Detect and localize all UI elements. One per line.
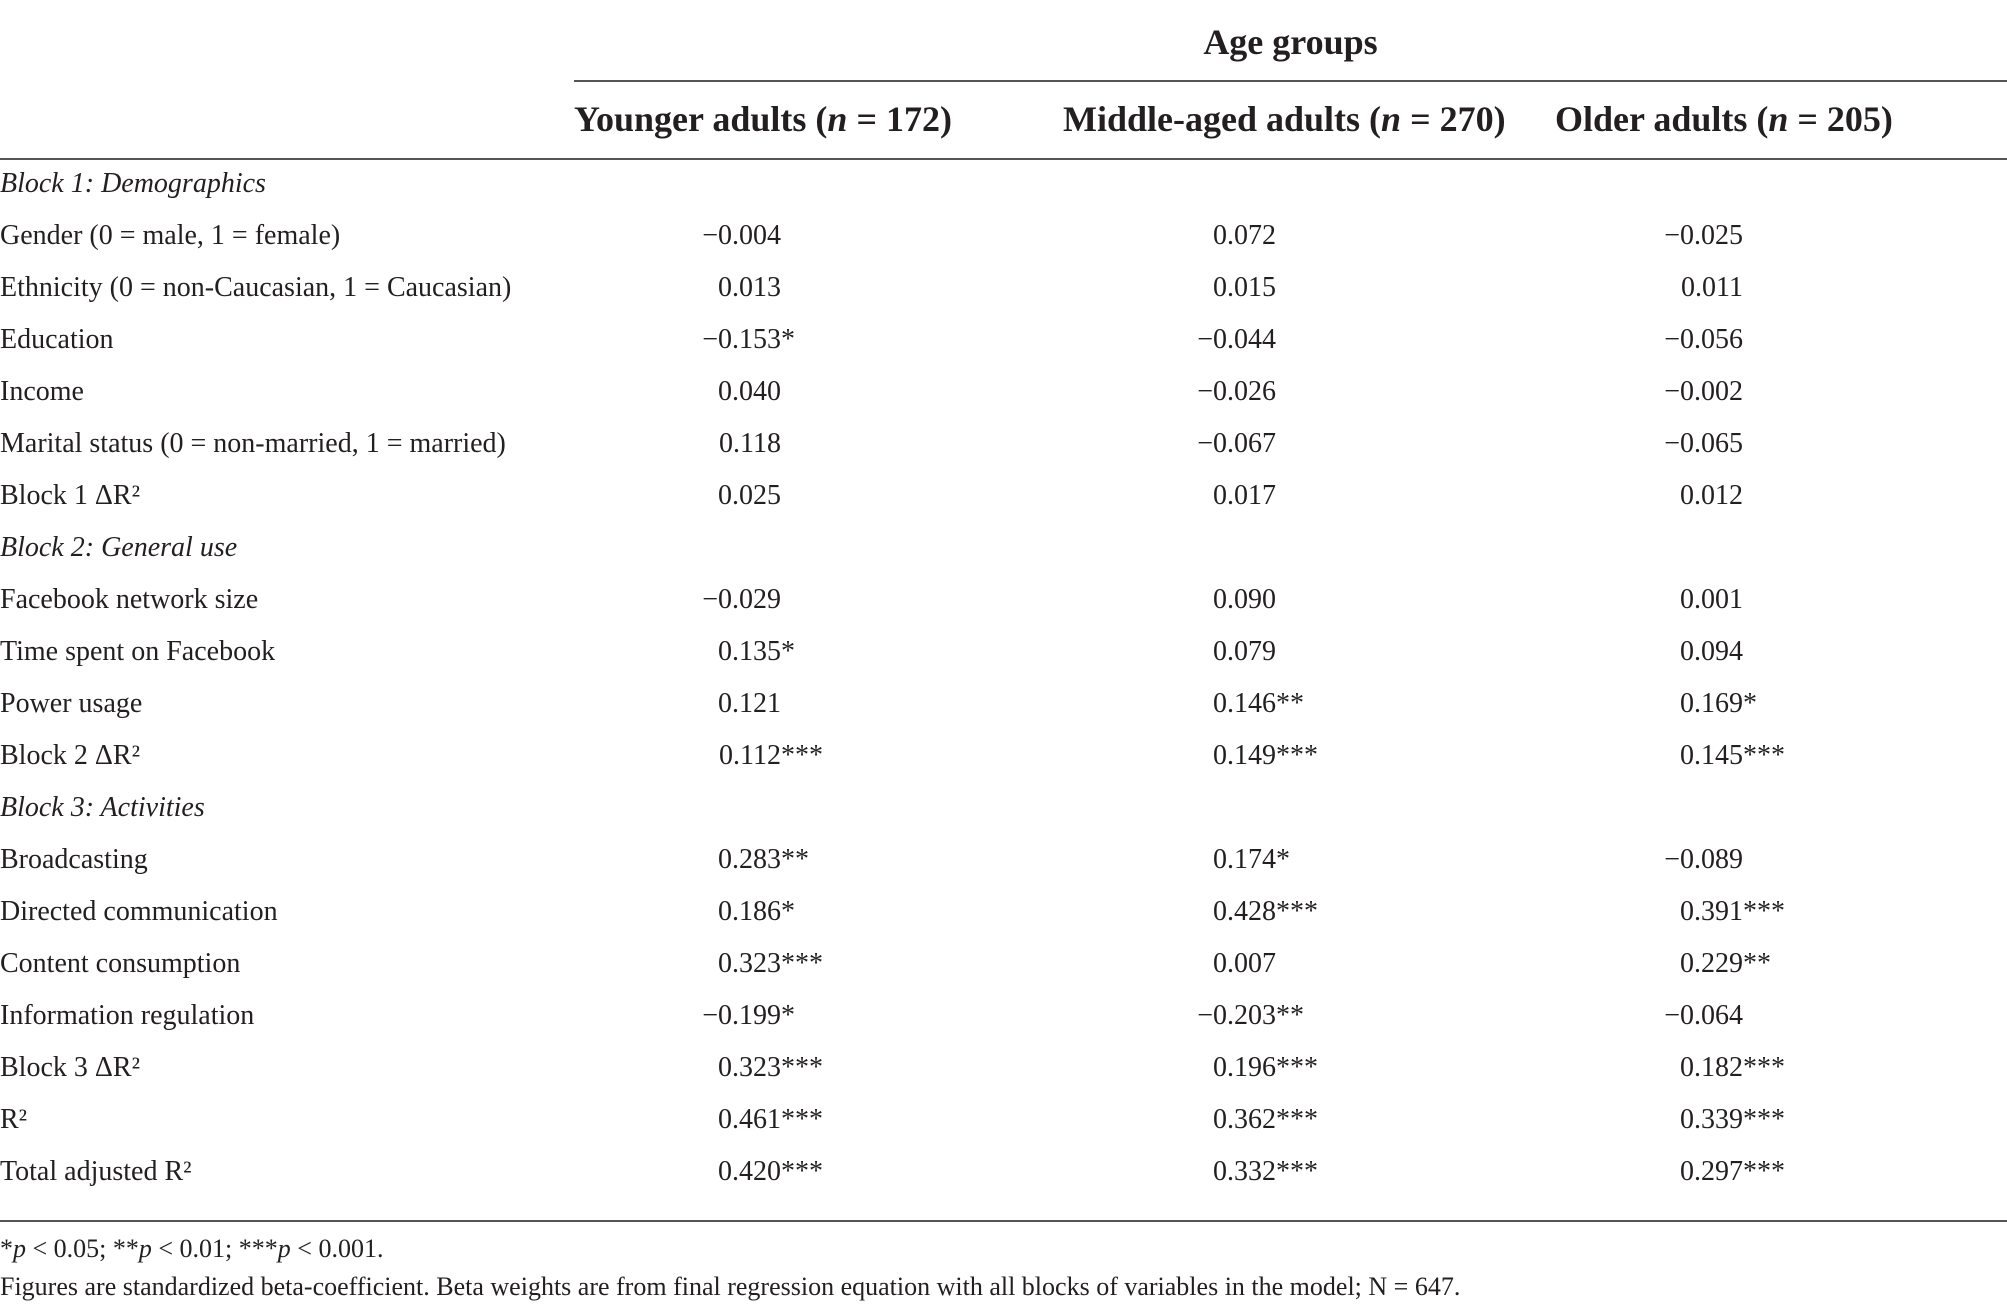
table-cell: 0.182*** [1680, 1052, 1785, 1083]
table-cell: 0.332*** [1213, 1156, 1318, 1187]
table-cell: −0.153* [702, 324, 795, 355]
table-row: Broadcasting 0.283** 0.174* −0.089 [0, 834, 2007, 886]
section-label: Block 2: General use [0, 532, 238, 563]
table-row: Income 0.040 −0.026 −0.002 [0, 366, 2007, 418]
table-cell: 0.196*** [1213, 1052, 1318, 1083]
section-row: Block 3: Activities [0, 782, 2007, 834]
row-label: Block 3 ΔR² [0, 1052, 140, 1083]
table-row: Total adjusted R² 0.420*** 0.332*** 0.297**… [0, 1146, 2007, 1198]
table-row: Time spent on Facebook 0.135* 0.079 0.094 [0, 626, 2007, 678]
row-label: Power usage [0, 688, 143, 719]
row-label: Broadcasting [0, 844, 148, 875]
column-header-middle-aged: Middle-aged adults (n = 270) [1063, 99, 1506, 139]
table-row: Block 2 ΔR² 0.112*** 0.149*** 0.145*** [0, 730, 2007, 782]
table-cell: 0.174* [1213, 844, 1290, 875]
row-label: Income [0, 376, 84, 407]
row-label: Ethnicity (0 = non-Caucasian, 1 = Caucas… [0, 272, 512, 303]
table-cell: 0.420*** [718, 1156, 823, 1187]
table-row: Information regulation −0.199* −0.203** −0.… [0, 990, 2007, 1042]
row-label: Marital status (0 = non-married, 1 = mar… [0, 428, 506, 459]
group-rule [574, 80, 2007, 82]
section-row: Block 1: Demographics [0, 158, 2007, 210]
table-body: Block 1: Demographics Gender (0 = male, 1… [0, 158, 2007, 1198]
table-row: R² 0.461*** 0.362*** 0.339*** [0, 1094, 2007, 1146]
group-title: Age groups [1203, 22, 1378, 62]
table-cell: 0.283** [718, 844, 809, 875]
table-cell: −0.199* [702, 1000, 795, 1031]
table-cell: 0.362*** [1213, 1104, 1318, 1135]
section-label: Block 3: Activities [0, 792, 205, 823]
table-cell: 0.323*** [718, 948, 823, 979]
row-label: Directed communication [0, 896, 278, 927]
bottom-rule [0, 1220, 2007, 1222]
table-cell: 0.186* [718, 896, 795, 927]
table-cell: 0.428*** [1213, 896, 1318, 927]
table-cell: 0.229** [1680, 948, 1771, 979]
section-row: Block 2: General use [0, 522, 2007, 574]
table-row: Power usage 0.121 0.146** 0.169* [0, 678, 2007, 730]
row-label: Facebook network size [0, 584, 259, 615]
row-label: Time spent on Facebook [0, 636, 276, 667]
table-row: Ethnicity (0 = non-Caucasian, 1 = Caucas… [0, 262, 2007, 314]
section-label: Block 1: Demographics [0, 168, 266, 199]
significance-footnote: *p < 0.05; **p < 0.01; ***p < 0.001. [0, 1234, 384, 1263]
table-row: Content consumption 0.323*** 0.007 0.229** [0, 938, 2007, 990]
row-label: Block 1 ΔR² [0, 480, 140, 511]
header-rule [0, 158, 2007, 160]
table-cell: 0.461*** [718, 1104, 823, 1135]
table-cell: 0.149*** [1213, 740, 1318, 771]
row-label: R² [0, 1104, 28, 1135]
table-cell: 0.145*** [1680, 740, 1785, 771]
table-cell: 0.135* [718, 636, 795, 667]
table-row: Facebook network size −0.029 0.090 0.001 [0, 574, 2007, 626]
table-row: Marital status (0 = non-married, 1 = mar… [0, 418, 2007, 470]
table-row: Gender (0 = male, 1 = female) −0.004 0.072… [0, 210, 2007, 262]
row-label: Information regulation [0, 1000, 255, 1031]
description-footnote: Figures are standardized beta-coefficien… [0, 1272, 1461, 1301]
table-row: Block 3 ΔR² 0.323*** 0.196*** 0.182*** [0, 1042, 2007, 1094]
table-cell: −0.203** [1197, 1000, 1304, 1031]
table-cell: 0.391*** [1680, 896, 1785, 927]
row-label: Content consumption [0, 948, 241, 979]
table-cell: 0.146** [1213, 688, 1304, 719]
row-label: Gender (0 = male, 1 = female) [0, 220, 341, 251]
row-label: Education [0, 324, 114, 355]
table-cell: 0.323*** [718, 1052, 823, 1083]
table-cell: 0.169* [1680, 688, 1757, 719]
column-header-older: Older adults (n = 205) [1555, 99, 1893, 139]
table-cell: 0.297*** [1680, 1156, 1785, 1187]
table-cell: 0.112*** [719, 740, 823, 771]
row-label: Block 2 ΔR² [0, 740, 140, 771]
column-header-younger: Younger adults (n = 172) [574, 99, 952, 139]
row-label: Total adjusted R² [0, 1156, 192, 1187]
table-row: Block 1 ΔR² 0.025 0.017 0.012 [0, 470, 2007, 522]
table-row: Education −0.153* −0.044 −0.056 [0, 314, 2007, 366]
table-row: Directed communication 0.186* 0.428*** 0.39… [0, 886, 2007, 938]
table-cell: 0.339*** [1680, 1104, 1785, 1135]
